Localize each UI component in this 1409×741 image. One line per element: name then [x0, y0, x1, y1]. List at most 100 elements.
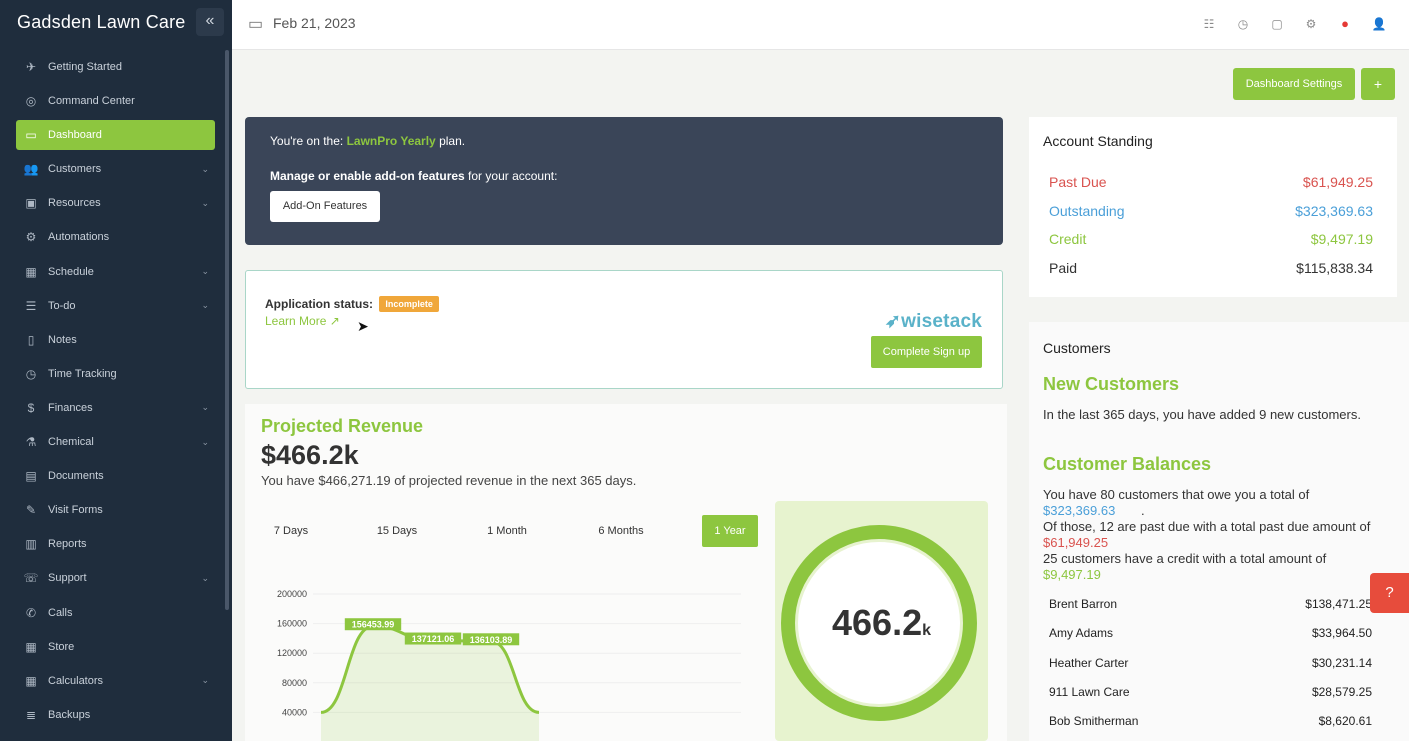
data-label-box [344, 618, 402, 631]
sidebar-scrollbar[interactable] [225, 50, 229, 610]
tab-15-days[interactable]: 15 Days [376, 525, 418, 537]
mouse-cursor-icon: ➤ [357, 318, 369, 334]
chevron-down-icon: ⌄ [201, 675, 209, 686]
collapse-sidebar-button[interactable]: « [196, 8, 224, 36]
application-status: Application status: Incomplete [265, 296, 439, 312]
sidebar-item-getting-started[interactable]: ✈ Getting Started [16, 52, 215, 82]
balances-credit: $9,497.19 [1043, 567, 1101, 582]
gear-icon[interactable]: ⚙ [1305, 17, 1317, 31]
clipboard-icon: ▯ [27, 332, 35, 347]
wisetack-panel: Application status: Incomplete Learn Mor… [245, 270, 1003, 389]
sidebar-item-label: Store [48, 640, 75, 653]
sidebar-item-documents[interactable]: ▤ Documents [16, 461, 215, 491]
customer-amount: $8,620.61 [1318, 714, 1372, 729]
monitor-icon: ▭ [25, 128, 37, 143]
sidebar-item-dashboard[interactable]: ▭ Dashboard [16, 120, 215, 151]
complete-signup-button[interactable]: Complete Sign up [871, 336, 982, 368]
tab-6-months[interactable]: 6 Months [598, 525, 644, 537]
sidebar-item-resources[interactable]: ▣ Resources ⌄ [16, 188, 215, 218]
new-customers-title: New Customers [1043, 374, 1180, 394]
tab-1-month[interactable]: 1 Month [487, 525, 527, 537]
sidebar-item-label: Calls [48, 606, 73, 619]
help-button[interactable]: ? [1370, 573, 1409, 613]
sidebar-item-store[interactable]: ▦ Store [16, 632, 215, 662]
customer-balance-row[interactable]: Amy Adams $33,964.50 [1049, 626, 1372, 640]
sidebar-item-label: Dashboard [48, 129, 102, 142]
tab-1-year[interactable]: 1 Year [702, 515, 758, 547]
chevron-down-icon: ⌄ [201, 163, 209, 174]
sidebar-item-label: Finances [48, 401, 93, 414]
user-icon[interactable]: 👤 [1371, 17, 1387, 31]
customer-balance-row[interactable]: Heather Carter $30,231.14 [1049, 656, 1372, 670]
dashboard-settings-button[interactable]: Dashboard Settings [1233, 68, 1355, 100]
topbar-icons: ☷ ◷ ▢ ⚙ ● 👤 [1201, 16, 1387, 32]
sidebar-item-time-tracking[interactable]: ◷ Time Tracking [16, 359, 215, 389]
chat-icon[interactable]: ▢ [1271, 17, 1283, 31]
sidebar-item-to-do[interactable]: ☰ To-do ⌄ [16, 291, 215, 321]
sidebar-item-calls[interactable]: ✆ Calls [16, 598, 215, 628]
sidebar-item-reports[interactable]: ▥ Reports [16, 529, 215, 559]
donut-number: 466.2 [832, 602, 923, 643]
series-area [321, 626, 539, 741]
learn-more-label: Learn More [265, 314, 327, 328]
chevron-down-icon: ⌄ [201, 572, 209, 583]
sidebar-item-label: Command Center [48, 95, 135, 108]
y-tick-label: 160000 [277, 619, 307, 629]
customer-balance-row[interactable]: 911 Lawn Care $28,579.25 [1049, 685, 1372, 699]
sidebar-item-label: Calculators [48, 674, 104, 687]
data-label: 137121.06 [412, 634, 455, 644]
store-icon: ▦ [25, 639, 37, 654]
sidebar-item-label: Documents [48, 470, 104, 483]
chevron-down-icon: ⌄ [201, 402, 209, 413]
account-row-value: $323,369.63 [1295, 202, 1373, 219]
sidebar-item-automations[interactable]: ⚙ Automations [16, 222, 215, 252]
balances-period: . [1141, 503, 1145, 518]
sidebar-item-label: Chemical [48, 436, 94, 449]
learn-more-link[interactable]: Learn More ↗ [265, 314, 340, 328]
data-label: 136103.89 [470, 635, 513, 645]
calendar-icon: ▦ [25, 264, 37, 279]
account-row-label: Paid [1049, 260, 1078, 277]
customer-name: Heather Carter [1049, 655, 1129, 670]
plan-panel: You're on the: LawnPro Yearly plan. Mana… [245, 117, 1003, 245]
sidebar-item-label: Customers [48, 163, 102, 176]
addon-features-button[interactable]: Add-On Features [270, 191, 380, 222]
list-icon[interactable]: ☷ [1203, 17, 1215, 31]
sidebar-item-chemical[interactable]: ⚗ Chemical ⌄ [16, 427, 215, 457]
sidebar-item-support[interactable]: ☏ Support ⌄ [16, 563, 215, 593]
external-link-icon: ↗ [329, 314, 340, 328]
topbar: ▭ Feb 21, 2023 ☷ ◷ ▢ ⚙ ● 👤 [232, 0, 1409, 50]
rocket-icon: ✈ [25, 60, 37, 74]
revenue-title: Projected Revenue [261, 416, 424, 436]
cogs-icon: ⚙ [25, 230, 37, 245]
sidebar-item-visit-forms[interactable]: ✎ Visit Forms [16, 495, 215, 525]
customers-card: Customers New Customers In the last 365 … [1029, 322, 1409, 741]
history-icon[interactable]: ◷ [1237, 17, 1249, 31]
sidebar-item-notes[interactable]: ▯ Notes [16, 325, 215, 355]
tab-7-days[interactable]: 7 Days [273, 525, 309, 537]
chevron-down-icon: ⌄ [201, 266, 209, 277]
revenue-description: You have $466,271.19 of projected revenu… [261, 473, 637, 488]
plan-name: LawnPro Yearly [346, 134, 436, 148]
revenue-amount: $466.2k [261, 440, 359, 470]
sidebar-item-calculators[interactable]: ▦ Calculators ⌄ [16, 666, 215, 696]
sidebar-item-finances[interactable]: $ Finances ⌄ [16, 393, 215, 423]
record-icon[interactable]: ● [1341, 16, 1349, 31]
chevron-down-icon: ⌄ [201, 197, 209, 208]
account-row-label: Credit [1049, 231, 1087, 248]
sidebar-item-command-center[interactable]: ◎ Command Center [16, 86, 215, 116]
projected-revenue-card: Projected Revenue $466.2k You have $466,… [245, 404, 1007, 741]
sidebar-item-customers[interactable]: 👥 Customers ⌄ [16, 154, 215, 184]
data-label-box [404, 632, 462, 645]
customer-balance-row[interactable]: Brent Barron $138,471.25 [1049, 597, 1372, 611]
data-label: 156453.99 [352, 620, 395, 630]
sidebar-item-schedule[interactable]: ▦ Schedule ⌄ [16, 257, 215, 287]
sidebar-item-label: Support [48, 572, 87, 585]
customer-amount: $33,964.50 [1311, 626, 1372, 641]
plan-suffix: plan. [435, 134, 466, 148]
database-icon: ≣ [25, 707, 37, 722]
customer-name: 911 Lawn Care [1049, 684, 1130, 699]
add-widget-button[interactable]: + [1361, 68, 1395, 100]
customer-balance-row[interactable]: Bob Smitherman $8,620.61 [1049, 714, 1372, 728]
sidebar-item-backups[interactable]: ≣ Backups [16, 700, 215, 730]
